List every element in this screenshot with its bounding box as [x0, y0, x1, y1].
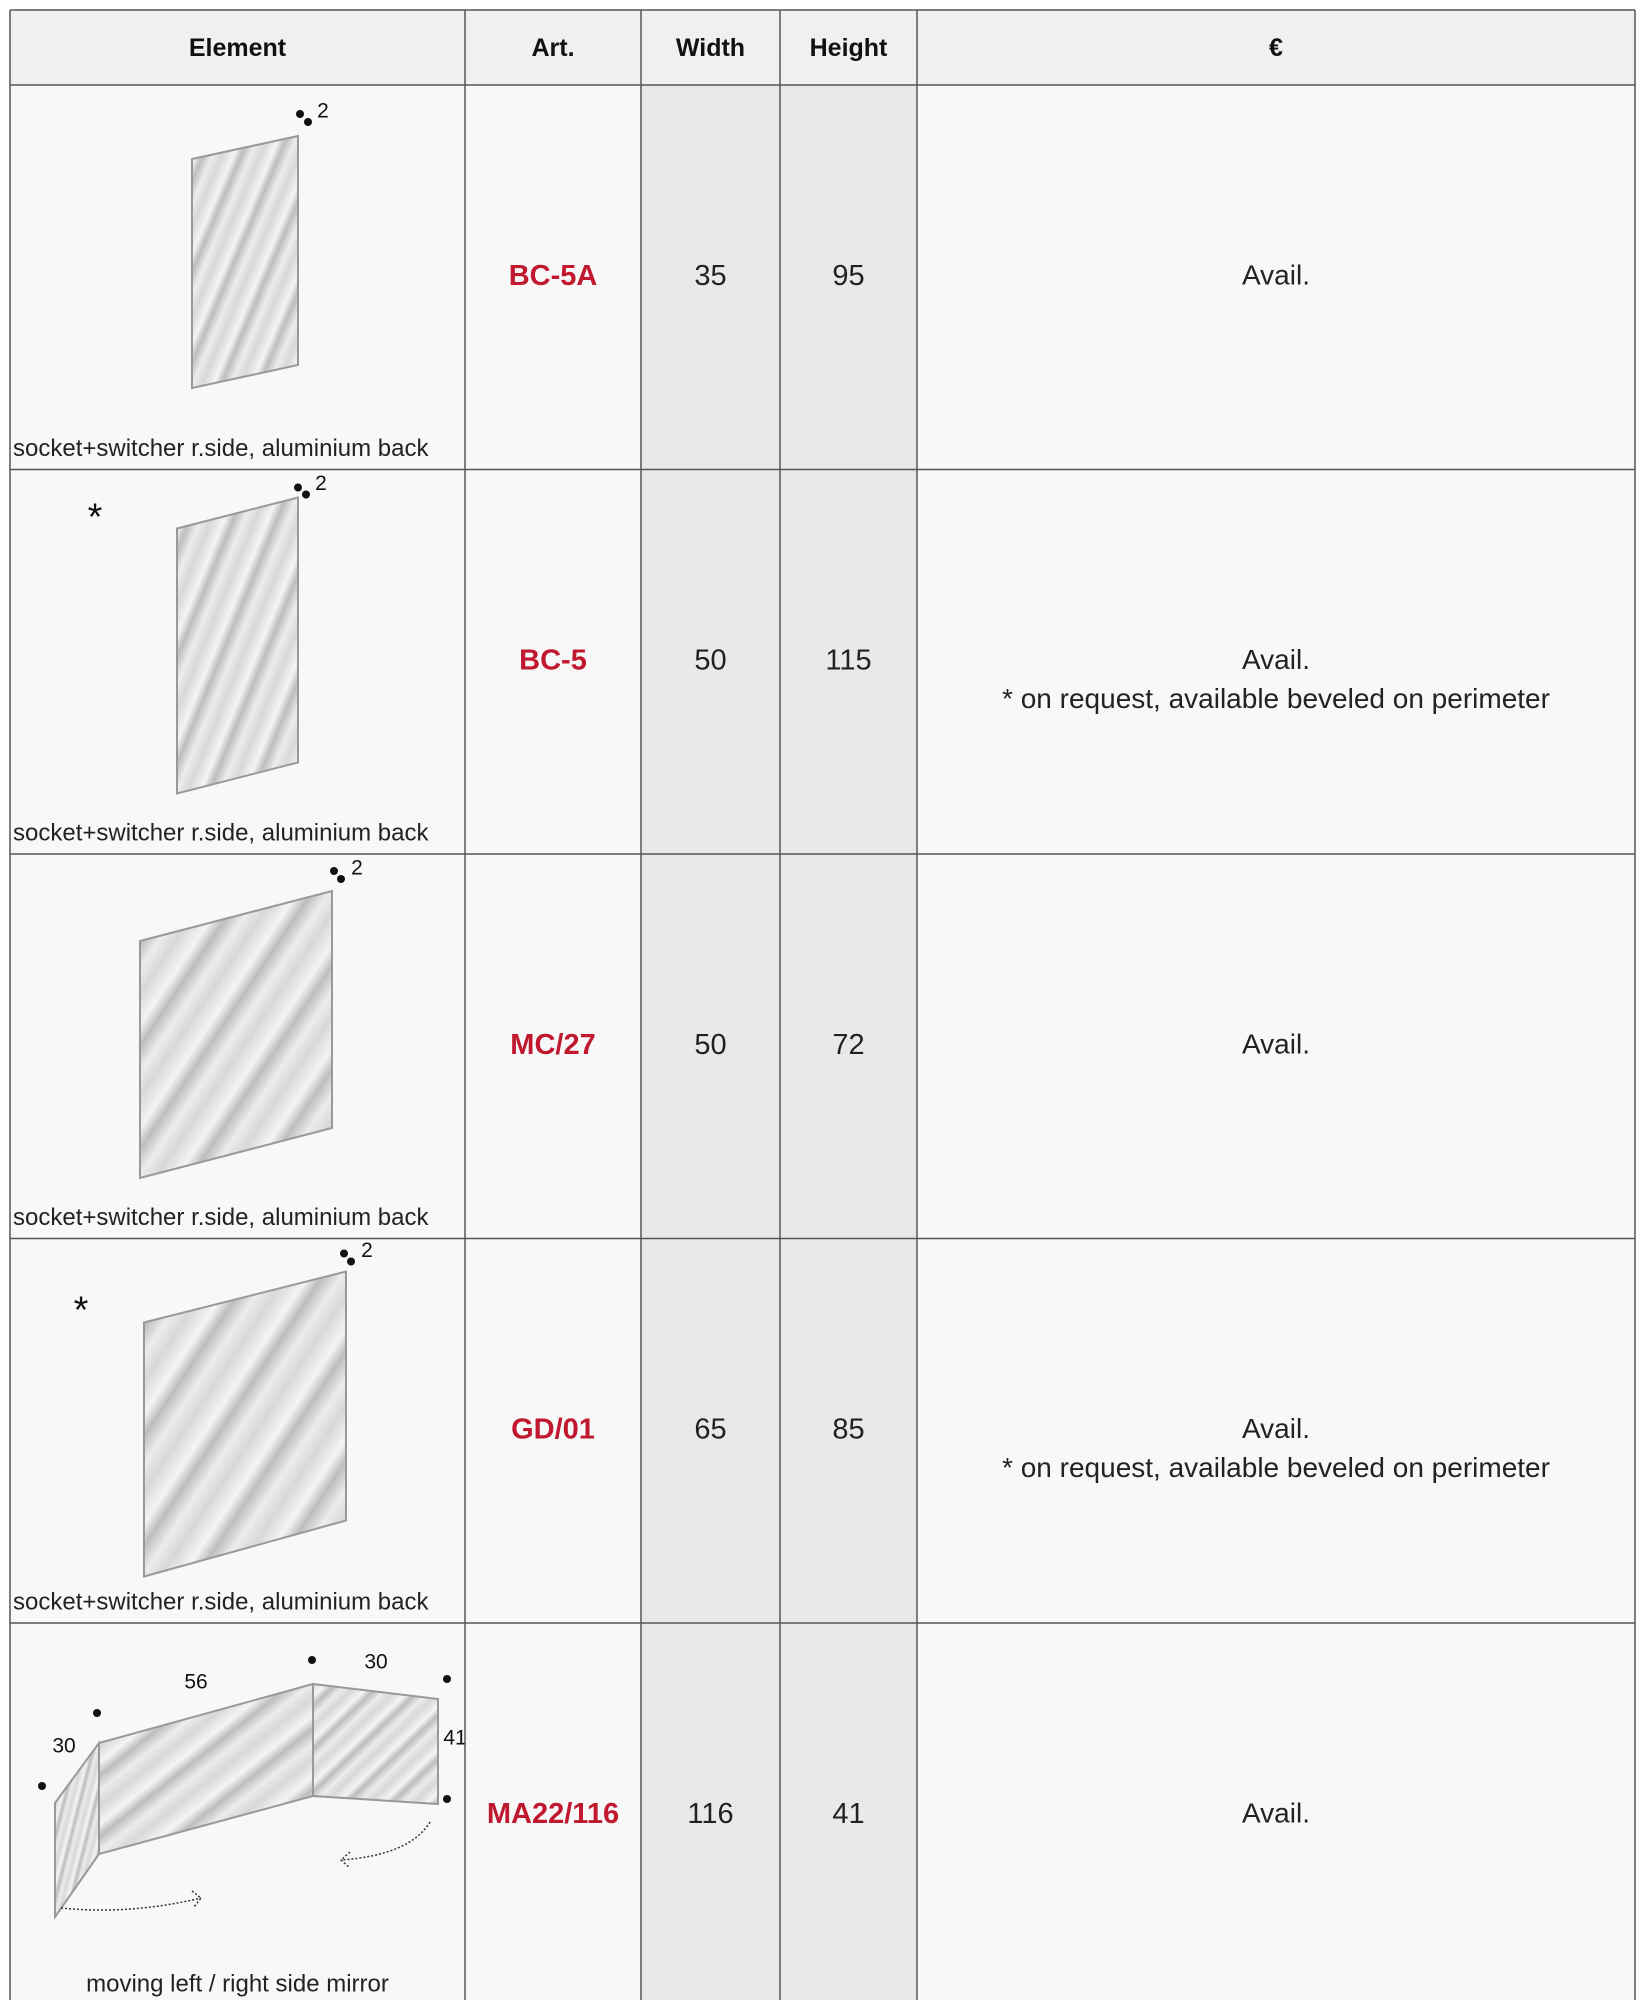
- header-cell: Width: [676, 34, 745, 62]
- mirror: [176, 496, 299, 795]
- height-value: 115: [825, 644, 871, 676]
- width-value: 116: [687, 1798, 733, 1830]
- diagram-label: 2: [351, 857, 363, 880]
- dot: [294, 483, 302, 492]
- diagram-label: 30: [364, 1651, 387, 1674]
- element-illustration: 2*: [88, 472, 327, 795]
- width-value: 35: [694, 260, 726, 292]
- dot: [304, 118, 312, 126]
- price-text: * on request, available beveled on perim…: [1002, 683, 1550, 714]
- element-illustration: 2*: [74, 1239, 373, 1578]
- price-text: * on request, available beveled on perim…: [1002, 1452, 1550, 1483]
- dot: [443, 1795, 451, 1803]
- width-value: 65: [694, 1413, 726, 1445]
- height-value: 41: [832, 1798, 864, 1830]
- width-value: 50: [694, 644, 726, 676]
- diagram-label: *: [88, 497, 103, 539]
- diagram-label: 2: [317, 100, 329, 123]
- header-cell: Art.: [531, 34, 574, 62]
- element-caption: moving left / right side mirror: [86, 1970, 389, 1997]
- dot: [308, 1656, 316, 1664]
- dot: [302, 490, 310, 499]
- dot: [340, 1249, 348, 1258]
- element-caption: socket+switcher r.side, aluminium back: [13, 1588, 430, 1615]
- dot: [443, 1675, 451, 1683]
- header-cell: Height: [810, 34, 888, 62]
- price-text: Avail.: [1242, 260, 1310, 291]
- dot: [38, 1782, 46, 1790]
- element-illustration: 2: [191, 100, 329, 390]
- diagram-label: 30: [52, 1735, 75, 1758]
- mirror: [312, 1682, 439, 1806]
- diagram-label: *: [74, 1290, 89, 1332]
- art-code: BC-5: [519, 644, 587, 676]
- mirror: [139, 889, 333, 1180]
- move-arrow: [339, 1821, 431, 1869]
- diagram-label: 56: [184, 1671, 207, 1694]
- element-caption: socket+switcher r.side, aluminium back: [13, 819, 430, 846]
- art-code: GD/01: [511, 1413, 595, 1445]
- width-value: 50: [694, 1029, 726, 1061]
- height-value: 72: [832, 1029, 864, 1061]
- height-value: 95: [832, 260, 864, 292]
- dot: [330, 867, 338, 875]
- price-text: Avail.: [1242, 1029, 1310, 1060]
- price-text: Avail.: [1242, 1798, 1310, 1829]
- element-illustration: 2: [139, 857, 363, 1180]
- art-code: MA22/116: [487, 1798, 619, 1830]
- art-code: BC-5A: [509, 260, 598, 292]
- dot: [347, 1257, 355, 1266]
- art-code: MC/27: [510, 1029, 595, 1061]
- element-illustration: 56 30 30 41: [38, 1651, 467, 1921]
- price-text: Avail.: [1242, 644, 1310, 675]
- diagram-label: 41: [443, 1727, 466, 1750]
- diagram-label: 2: [361, 1239, 373, 1262]
- price-text: Avail.: [1242, 1413, 1310, 1444]
- header-cell: €: [1269, 34, 1283, 62]
- diagram-label: 2: [315, 472, 327, 495]
- dot: [93, 1709, 101, 1717]
- dot: [337, 875, 345, 883]
- element-caption: socket+switcher r.side, aluminium back: [13, 1204, 430, 1231]
- size-cols-bg: [641, 85, 917, 2000]
- mirror: [191, 134, 299, 390]
- height-value: 85: [832, 1413, 864, 1445]
- header-bg: [10, 10, 1635, 85]
- move-arrow: [60, 1890, 203, 1911]
- mirror: [143, 1270, 347, 1578]
- dot: [296, 110, 304, 118]
- header-cell: Element: [189, 34, 287, 62]
- element-caption: socket+switcher r.side, aluminium back: [13, 435, 430, 462]
